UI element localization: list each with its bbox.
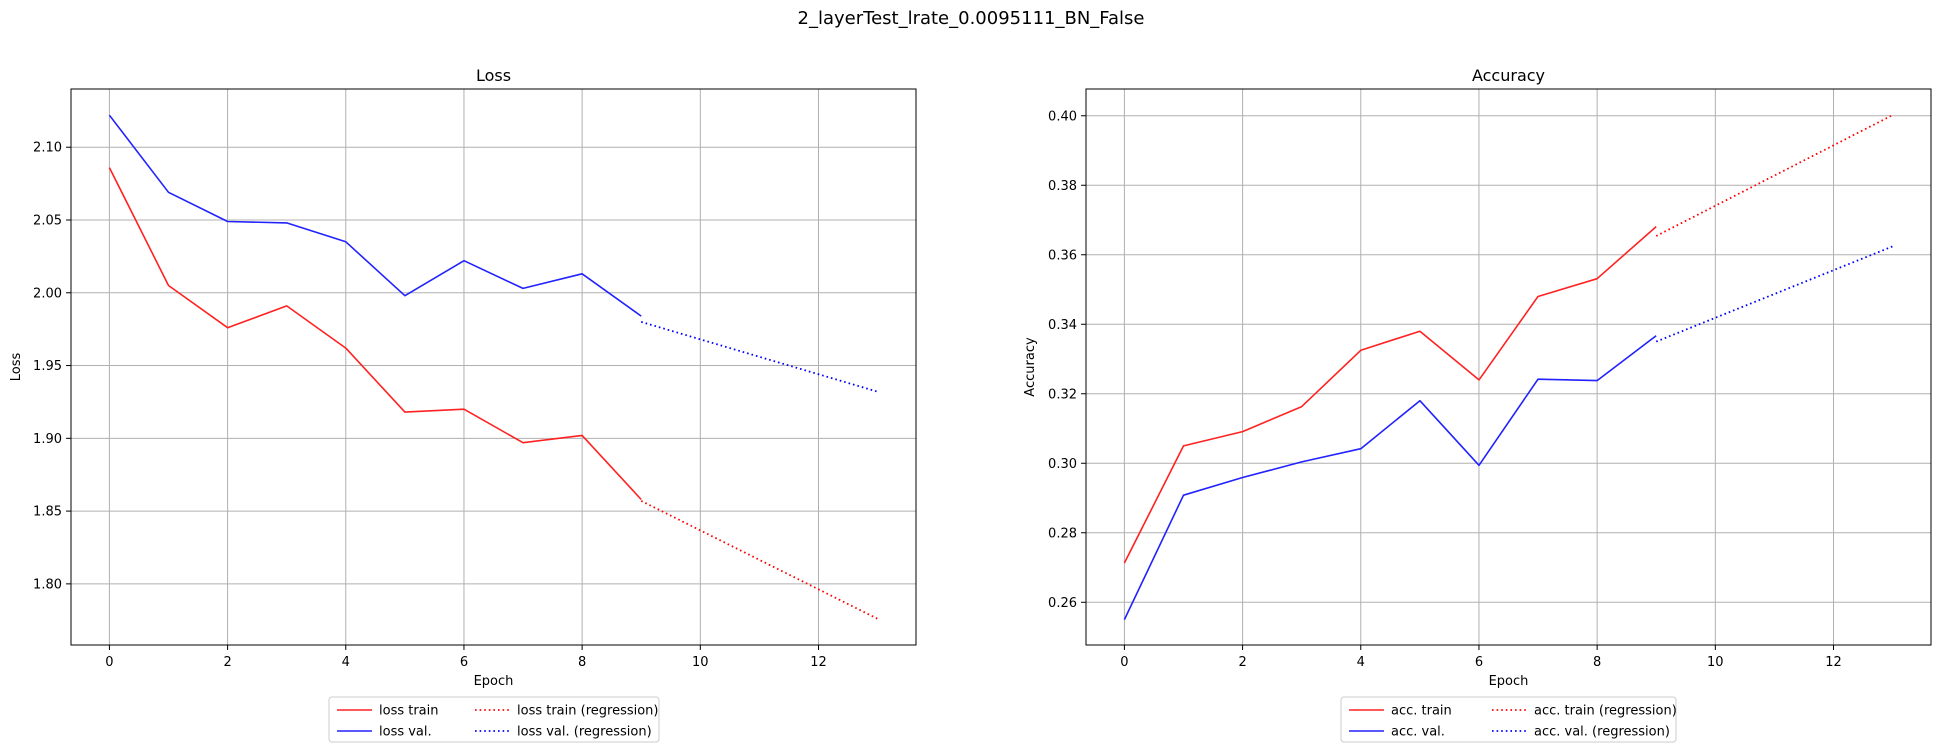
- x-tick-label: 2: [1238, 655, 1246, 670]
- legend-label-2: acc. val.: [1391, 725, 1445, 740]
- series-line-4: [1655, 245, 1893, 343]
- legend-label-3: loss train (regression): [517, 704, 659, 719]
- y-tick-label: 1.80: [33, 577, 62, 592]
- y-tick-label: 0.40: [1048, 109, 1077, 124]
- legend-box: [328, 696, 660, 743]
- series-line-1: [108, 167, 642, 501]
- y-tick-label: 1.95: [33, 359, 62, 374]
- loss-legend: loss train loss val. loss train (regressio…: [328, 696, 660, 743]
- figure-title: 2_layerTest_lrate_0.0095111_BN_False: [798, 8, 1145, 29]
- y-tick-label: 0.26: [1048, 596, 1077, 611]
- y-tick-label: 2.00: [33, 286, 62, 301]
- accuracy-y-axis-label: Accuracy: [1023, 337, 1038, 397]
- legend-label-1: loss train: [379, 704, 439, 719]
- y-tick-label: 2.10: [33, 141, 62, 156]
- y-tick-label: 0.34: [1048, 318, 1077, 333]
- x-tick-label: 8: [578, 655, 586, 670]
- series-line-3: [640, 500, 879, 620]
- x-tick-label: 12: [1825, 655, 1842, 670]
- y-tick-label: 2.05: [33, 213, 62, 228]
- series-line-4: [640, 321, 878, 393]
- x-tick-label: 10: [692, 655, 709, 670]
- series-line-3: [1655, 114, 1894, 237]
- x-tick-label: 2: [223, 655, 231, 670]
- x-tick-label: 6: [460, 655, 468, 670]
- accuracy-title: Accuracy: [1472, 66, 1545, 85]
- y-tick-label: 1.90: [33, 432, 62, 447]
- loss-x-axis-label: Epoch: [474, 674, 514, 689]
- y-tick-label: 0.30: [1048, 457, 1077, 472]
- y-tick-label: 0.32: [1048, 387, 1077, 402]
- loss-title: Loss: [476, 66, 511, 85]
- accuracy-x-axis-label: Epoch: [1489, 674, 1529, 689]
- y-tick-label: 1.85: [33, 505, 62, 520]
- plot-frame: [70, 88, 917, 646]
- x-tick-label: 0: [105, 655, 113, 670]
- x-tick-label: 10: [1707, 655, 1724, 670]
- x-tick-label: 8: [1593, 655, 1601, 670]
- legend-label-1: acc. train: [1391, 704, 1452, 719]
- loss-panel: 0 2 4 6 8 10 12 1.80 1.85 1.90 1.95 2.00 2.05 2.10 Los…: [9, 66, 917, 743]
- legend-box: [1340, 696, 1677, 743]
- series-line-2: [1123, 335, 1657, 620]
- plot-frame: [1085, 88, 1932, 646]
- legend-label-3: acc. train (regression): [1534, 704, 1677, 719]
- x-tick-label: 12: [810, 655, 827, 670]
- x-tick-label: 4: [342, 655, 350, 670]
- legend-label-2: loss val.: [379, 725, 432, 740]
- series-line-2: [108, 114, 642, 317]
- loss-y-axis-label: Loss: [9, 353, 24, 382]
- y-tick-label: 0.28: [1048, 526, 1077, 541]
- x-tick-label: 6: [1475, 655, 1483, 670]
- accuracy-panel: 0 2 4 6 8 10 12 0.26 0.28 0.30 0.32 0.34 0.36 0.38 0.4…: [1023, 66, 1932, 743]
- legend-label-4: loss val. (regression): [517, 725, 652, 740]
- legend-label-4: acc. val. (regression): [1534, 725, 1670, 740]
- y-tick-label: 0.36: [1048, 248, 1077, 263]
- series-line-1: [1123, 225, 1657, 564]
- y-tick-label: 0.38: [1048, 179, 1077, 194]
- x-tick-label: 0: [1120, 655, 1128, 670]
- x-tick-label: 4: [1357, 655, 1365, 670]
- accuracy-legend: acc. train acc. val. acc. train (regressio…: [1340, 696, 1677, 743]
